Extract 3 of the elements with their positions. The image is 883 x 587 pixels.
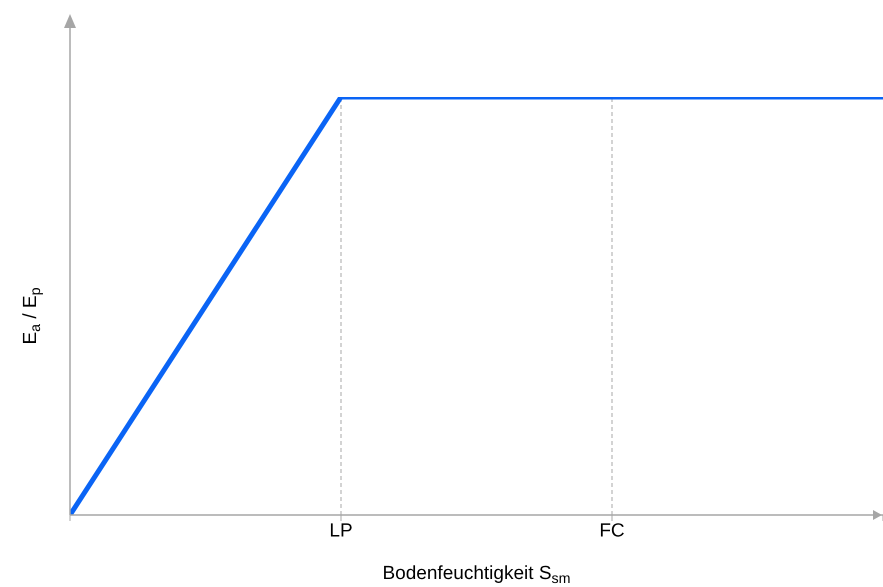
x-tick-label: LP	[329, 520, 353, 542]
x-axis-title: Bodenfeuchtigkeit S$_{sm}$	[382, 563, 571, 586]
x-tick-label: FC	[599, 520, 625, 542]
